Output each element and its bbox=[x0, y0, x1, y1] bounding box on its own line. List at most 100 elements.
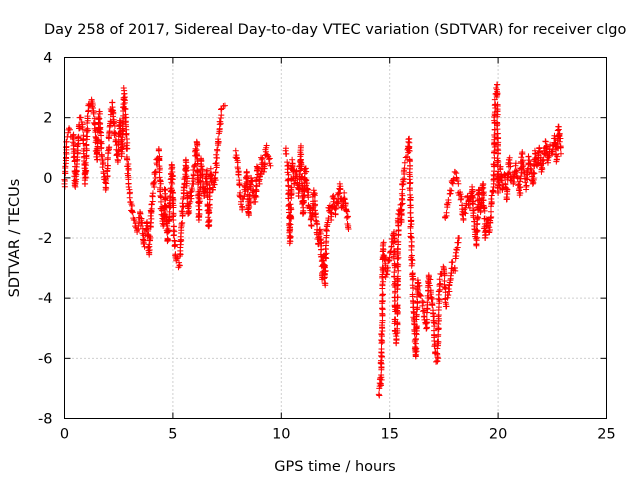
data-point bbox=[378, 331, 385, 338]
data-point bbox=[423, 325, 430, 332]
data-point bbox=[253, 193, 260, 200]
data-point bbox=[475, 214, 482, 221]
y-tick-label: 0 bbox=[43, 171, 52, 187]
data-point bbox=[523, 174, 530, 181]
data-point bbox=[536, 149, 543, 156]
data-point bbox=[449, 259, 456, 266]
data-point bbox=[206, 182, 213, 189]
data-point bbox=[436, 276, 443, 283]
data-point bbox=[82, 167, 89, 174]
data-point bbox=[98, 151, 105, 158]
data-point bbox=[493, 108, 500, 115]
data-point bbox=[147, 224, 154, 231]
data-point bbox=[487, 203, 494, 210]
data-point bbox=[517, 178, 524, 185]
data-point bbox=[116, 119, 123, 126]
data-point bbox=[253, 182, 260, 189]
data-point bbox=[121, 105, 128, 112]
data-point bbox=[427, 291, 434, 298]
data-point bbox=[170, 204, 177, 211]
data-point bbox=[152, 168, 159, 175]
data-point bbox=[376, 392, 383, 399]
data-point bbox=[410, 308, 417, 315]
data-point bbox=[98, 145, 105, 152]
x-tick-labels: 0 5 10 15 20 25 bbox=[60, 427, 616, 443]
data-point bbox=[394, 294, 401, 301]
data-point bbox=[97, 120, 104, 127]
data-point bbox=[248, 175, 255, 182]
data-point bbox=[141, 230, 148, 237]
data-point bbox=[489, 188, 496, 195]
data-point bbox=[83, 136, 90, 143]
data-point bbox=[110, 109, 117, 116]
data-point bbox=[151, 178, 158, 185]
data-point bbox=[532, 151, 539, 158]
data-point bbox=[488, 208, 495, 215]
data-point bbox=[538, 168, 545, 175]
plot-frame bbox=[64, 57, 607, 419]
data-point bbox=[213, 162, 220, 169]
data-point bbox=[448, 187, 455, 194]
data-point bbox=[379, 285, 386, 292]
data-point bbox=[263, 142, 270, 149]
data-point bbox=[394, 245, 401, 252]
data-point bbox=[81, 177, 88, 184]
data-point bbox=[379, 273, 386, 280]
data-point bbox=[433, 358, 440, 365]
data-point bbox=[284, 159, 291, 166]
data-point bbox=[456, 235, 463, 241]
data-point bbox=[446, 288, 453, 295]
data-point bbox=[247, 199, 254, 206]
data-point bbox=[380, 239, 387, 246]
data-point bbox=[72, 178, 79, 185]
data-point bbox=[236, 182, 243, 189]
y-axis-label: SDTVAR / TECUs bbox=[7, 179, 23, 298]
data-point bbox=[378, 322, 385, 329]
data-point bbox=[491, 131, 498, 138]
data-point bbox=[416, 282, 423, 289]
data-point bbox=[343, 207, 350, 214]
data-point bbox=[99, 161, 106, 168]
data-point bbox=[162, 196, 169, 203]
data-point bbox=[379, 297, 386, 304]
data-point bbox=[157, 180, 164, 187]
data-point bbox=[183, 167, 190, 174]
data-point bbox=[455, 180, 462, 187]
data-point bbox=[412, 336, 419, 343]
data-point bbox=[388, 243, 395, 250]
data-point bbox=[156, 157, 163, 164]
data-point bbox=[413, 324, 420, 331]
data-point bbox=[402, 154, 409, 161]
data-point bbox=[322, 262, 329, 269]
data-point bbox=[394, 273, 401, 280]
data-point bbox=[179, 219, 186, 226]
data-point bbox=[151, 183, 158, 190]
data-point bbox=[141, 237, 148, 244]
x-tick-label: 5 bbox=[168, 427, 177, 443]
data-point bbox=[445, 292, 452, 299]
data-point bbox=[299, 210, 306, 217]
data-point bbox=[217, 118, 224, 125]
data-point bbox=[337, 185, 344, 192]
data-point bbox=[557, 135, 564, 142]
data-point bbox=[66, 125, 73, 132]
data-point bbox=[168, 161, 175, 168]
x-axis-label: GPS time / hours bbox=[274, 459, 395, 475]
data-point bbox=[122, 111, 129, 118]
data-point bbox=[308, 222, 315, 229]
data-point bbox=[266, 155, 273, 162]
data-point bbox=[395, 238, 402, 245]
data-point bbox=[283, 150, 290, 157]
data-point bbox=[97, 139, 104, 146]
data-point bbox=[287, 212, 294, 219]
data-point bbox=[148, 201, 155, 208]
data-point bbox=[419, 302, 426, 309]
data-point bbox=[232, 147, 239, 154]
data-point bbox=[148, 208, 155, 215]
data-point bbox=[441, 272, 448, 279]
data-point bbox=[407, 173, 414, 180]
data-point bbox=[157, 192, 164, 199]
data-point bbox=[452, 255, 459, 262]
data-point bbox=[115, 157, 122, 164]
data-point bbox=[473, 227, 480, 233]
